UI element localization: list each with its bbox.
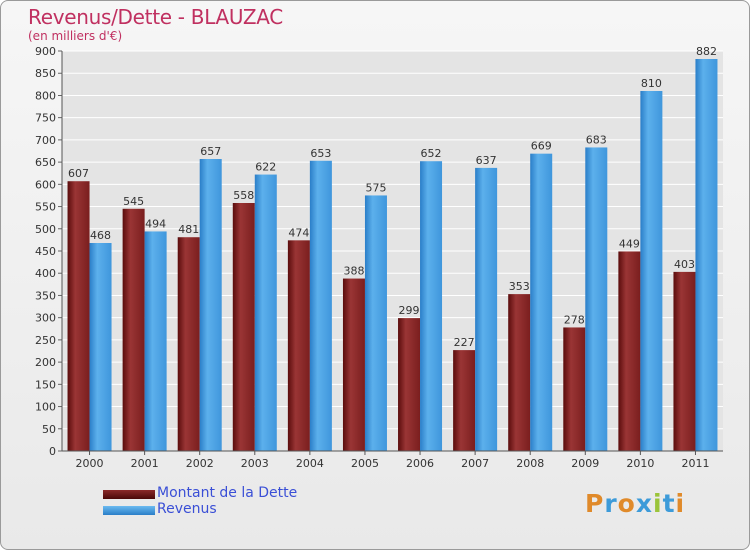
data-label-revenus: 652 <box>421 147 442 160</box>
y-tick-label: 0 <box>49 445 56 458</box>
logo-letter: x <box>635 489 653 518</box>
bar-revenus <box>695 59 718 451</box>
bar-debt <box>398 318 421 451</box>
y-tick-label: 550 <box>35 201 56 214</box>
y-tick-label: 300 <box>35 312 56 325</box>
legend-swatch-revenus <box>103 506 155 515</box>
bar-revenus <box>640 91 663 451</box>
x-tick-label: 2006 <box>406 457 434 470</box>
bar-revenus <box>199 159 222 451</box>
data-label-revenus: 810 <box>641 77 662 90</box>
data-label-revenus: 657 <box>200 145 221 158</box>
bar-debt <box>287 240 310 451</box>
y-tick-label: 500 <box>35 223 56 236</box>
bar-debt <box>673 271 696 451</box>
data-label-revenus: 653 <box>310 147 331 160</box>
data-label-revenus: 468 <box>90 229 111 242</box>
data-label-debt: 474 <box>288 226 309 239</box>
bar-revenus <box>475 167 498 451</box>
bar-debt <box>508 294 531 451</box>
data-label-revenus: 882 <box>696 45 717 58</box>
bar-debt <box>232 203 255 451</box>
x-tick-label: 2007 <box>461 457 489 470</box>
y-tick-label: 750 <box>35 112 56 125</box>
bar-debt <box>177 237 200 451</box>
data-label-debt: 545 <box>123 195 144 208</box>
data-label-revenus: 622 <box>255 161 276 174</box>
y-tick-label: 650 <box>35 156 56 169</box>
bar-debt <box>453 350 476 451</box>
logo-letter: P <box>585 489 605 518</box>
y-tick-label: 600 <box>35 178 56 191</box>
bar-revenus <box>420 161 443 451</box>
logo-letter: i <box>653 489 663 518</box>
bar-revenus <box>89 243 112 451</box>
x-tick-label: 2010 <box>626 457 654 470</box>
y-tick-label: 100 <box>35 401 56 414</box>
y-tick-label: 150 <box>35 378 56 391</box>
y-tick-label: 900 <box>35 45 56 58</box>
chart-subtitle: (en milliers d'€) <box>28 29 123 43</box>
proxiti-logo: Proxiti <box>585 489 685 518</box>
bar-revenus <box>309 160 332 451</box>
x-tick-label: 2002 <box>186 457 214 470</box>
logo-letter: o <box>617 489 636 518</box>
data-label-debt: 403 <box>674 258 695 271</box>
x-tick-label: 2008 <box>516 457 544 470</box>
bar-debt <box>122 208 145 451</box>
y-tick-label: 450 <box>35 245 56 258</box>
x-tick-label: 2009 <box>571 457 599 470</box>
bar-debt <box>563 327 586 451</box>
chart-title: Revenus/Dette - BLAUZAC <box>28 5 283 29</box>
data-label-debt: 607 <box>68 167 89 180</box>
logo-letter: i <box>675 489 686 518</box>
data-label-debt: 558 <box>233 189 254 202</box>
x-tick-label: 2003 <box>241 457 269 470</box>
data-label-revenus: 669 <box>531 140 552 153</box>
data-label-debt: 299 <box>399 304 420 317</box>
legend-label-debt: Montant de la Dette <box>157 485 298 501</box>
bar-debt <box>67 181 90 451</box>
y-tick-label: 250 <box>35 334 56 347</box>
y-tick-label: 50 <box>42 423 56 436</box>
data-label-revenus: 683 <box>586 133 607 146</box>
bar-revenus <box>364 195 387 451</box>
bar-debt <box>342 278 365 451</box>
y-tick-label: 700 <box>35 134 56 147</box>
legend-label-revenus: Revenus <box>157 501 217 517</box>
y-tick-label: 350 <box>35 289 56 302</box>
x-tick-label: 2011 <box>681 457 709 470</box>
x-tick-label: 2005 <box>351 457 379 470</box>
data-label-revenus: 494 <box>145 217 166 230</box>
bar-debt <box>618 251 641 451</box>
data-label-debt: 278 <box>564 313 585 326</box>
bar-revenus <box>254 174 277 452</box>
y-tick-label: 850 <box>35 67 56 80</box>
data-label-revenus: 575 <box>365 181 386 194</box>
data-label-debt: 227 <box>454 336 475 349</box>
bar-revenus <box>144 231 167 451</box>
legend-swatch-debt <box>103 490 155 499</box>
data-label-debt: 353 <box>509 280 530 293</box>
data-label-revenus: 637 <box>476 154 497 167</box>
data-label-debt: 481 <box>178 223 199 236</box>
bar-revenus <box>585 147 608 451</box>
y-tick-label: 400 <box>35 267 56 280</box>
logo-letter: t <box>662 489 676 518</box>
x-tick-label: 2004 <box>296 457 324 470</box>
y-tick-label: 200 <box>35 356 56 369</box>
bar-revenus <box>530 153 553 451</box>
y-tick-label: 800 <box>35 89 56 102</box>
data-label-debt: 388 <box>343 265 364 278</box>
x-tick-label: 2001 <box>131 457 159 470</box>
x-tick-label: 2000 <box>76 457 104 470</box>
logo-letter: r <box>604 489 618 518</box>
data-label-debt: 449 <box>619 237 640 250</box>
